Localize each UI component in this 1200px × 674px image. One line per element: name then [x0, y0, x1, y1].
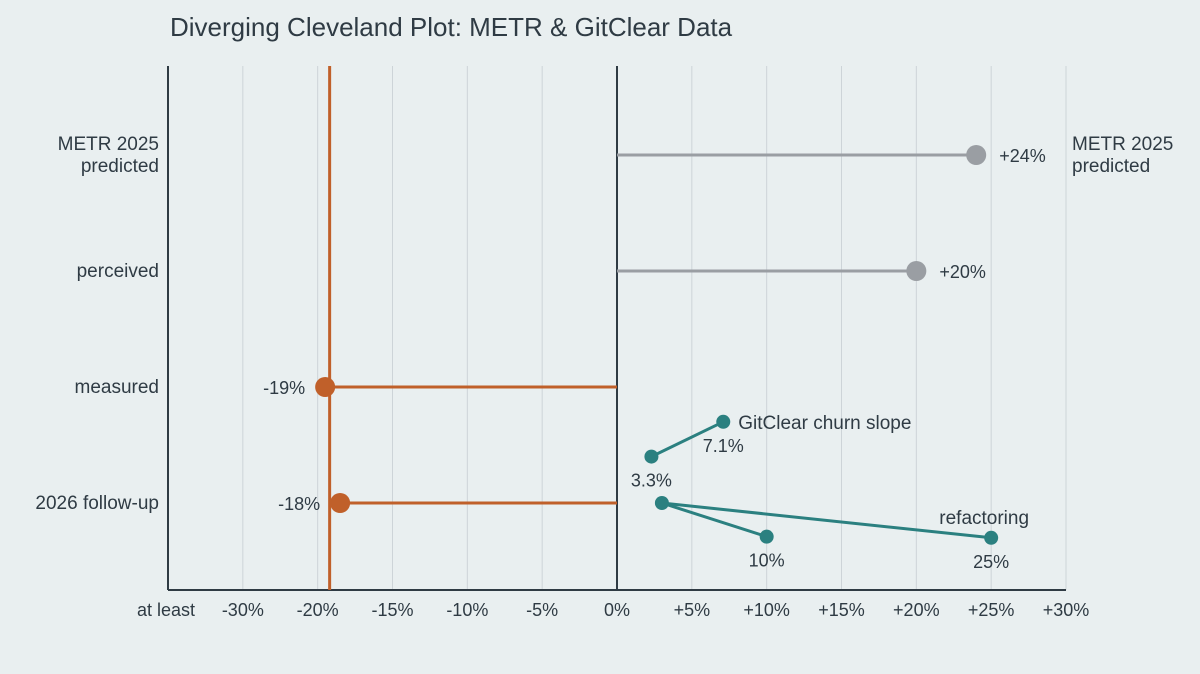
right-category-label: predicted: [1072, 156, 1150, 177]
x-tick-label: -10%: [446, 600, 488, 620]
right-category-label: METR 2025: [1072, 134, 1173, 155]
x-tick-label: 0%: [604, 600, 630, 620]
dot-point: [966, 145, 987, 165]
x-tick-label: +20%: [893, 600, 940, 620]
data-layer: [315, 66, 999, 590]
x-tick-label: +15%: [818, 600, 865, 620]
gitclear-point: [644, 449, 659, 464]
gitclear-annotation: GitClear churn slope: [738, 413, 911, 434]
gitclear-point-label: 10%: [749, 551, 785, 571]
category-label: predicted: [81, 156, 159, 177]
value-label: -18%: [278, 494, 320, 514]
value-label: -19%: [263, 378, 305, 398]
category-label: measured: [75, 377, 160, 398]
category-label: perceived: [77, 261, 159, 282]
x-tick-label: -15%: [371, 600, 413, 620]
gitclear-point: [984, 530, 999, 545]
x-tick-label: at least: [137, 600, 195, 620]
x-tick-label: +30%: [1043, 600, 1090, 620]
grid-layer: [242, 66, 1067, 590]
gitclear-point: [759, 529, 774, 544]
dot-point: [330, 493, 351, 513]
x-tick-label: -30%: [222, 600, 264, 620]
x-tick-label: +5%: [674, 600, 711, 620]
axis-layer: at least -30% -20% -15% -10% -5% 0% +5% +10% +15%…: [137, 66, 1089, 620]
gitclear-point: [654, 496, 669, 510]
x-tick-label: +25%: [968, 600, 1015, 620]
category-label: METR 2025: [58, 134, 159, 155]
gitclear-segment: [661, 501, 768, 539]
gitclear-segment: [650, 420, 724, 458]
gitclear-point-label: 7.1%: [703, 436, 744, 456]
gitclear-point-label: 25%: [973, 552, 1009, 572]
gitclear-segment: [661, 501, 992, 540]
dot-point: [906, 261, 927, 281]
category-label: 2026 follow-up: [35, 493, 159, 514]
value-label: +20%: [939, 262, 986, 282]
gitclear-point-label: 3.3%: [631, 471, 672, 491]
refactoring-annotation: refactoring: [939, 508, 1029, 529]
chart-title: Diverging Cleveland Plot: METR & GitClea…: [170, 12, 733, 42]
x-tick-label: -20%: [297, 600, 339, 620]
gitclear-point: [716, 414, 731, 429]
value-label: +24%: [999, 146, 1046, 166]
x-tick-label: +10%: [743, 600, 790, 620]
x-tick-label: -5%: [526, 600, 558, 620]
dot-point: [315, 377, 336, 397]
